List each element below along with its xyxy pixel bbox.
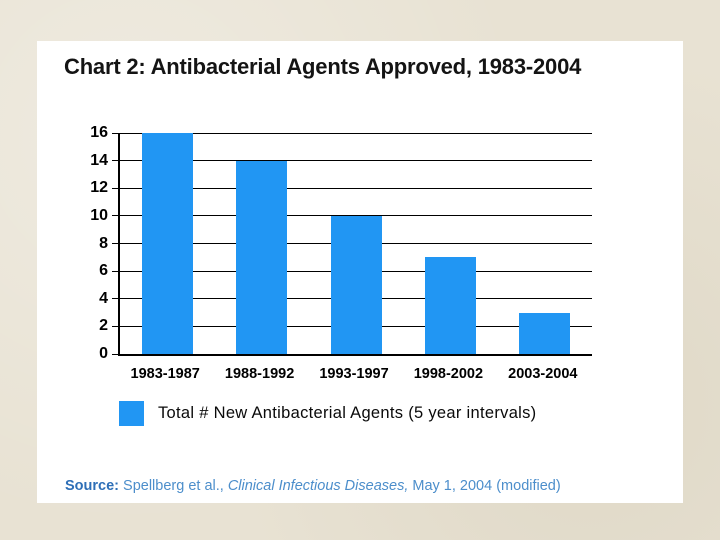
y-axis-tick-4	[112, 298, 118, 300]
y-tick-label-16: 16	[90, 124, 108, 141]
y-axis-tick-8	[112, 243, 118, 244]
bar-1993-1997	[330, 215, 382, 354]
x-tick-label-1993-1997: 1993-1997	[319, 366, 389, 382]
y-axis-tick-10	[112, 215, 118, 217]
y-axis-tick-16	[112, 132, 118, 134]
chart-legend: Total # New Antibacterial Agents (5 year…	[119, 401, 536, 426]
source-authors: Spellberg et al.,	[119, 478, 228, 494]
gridline-16	[120, 132, 592, 134]
y-tick-label-10: 10	[90, 206, 108, 224]
source-date: May 1, 2004 (modified)	[408, 478, 561, 494]
x-tick-label-2003-2004: 2003-2004	[508, 366, 578, 382]
x-tick-label-1988-1992: 1988-1992	[224, 366, 295, 382]
source-prefix: Source:	[65, 478, 119, 494]
bar-1998-2002	[424, 257, 476, 354]
y-tick-label-12: 12	[90, 179, 108, 197]
x-tick-label-1983-1987: 1983-1987	[130, 366, 200, 382]
bar-1983-1987	[141, 133, 193, 354]
y-axis-tick-14	[112, 160, 118, 162]
y-axis-tick-12	[112, 187, 118, 189]
chart-panel: Chart 2: Antibacterial Agents Approved, …	[37, 41, 683, 503]
gridline-12	[120, 187, 592, 189]
legend-swatch	[119, 401, 144, 426]
y-tick-label-4: 4	[99, 289, 108, 307]
bar-1988-1992	[236, 160, 288, 354]
gridline-14	[120, 160, 592, 162]
source-line: Source: Spellberg et al., Clinical Infec…	[65, 478, 561, 494]
y-tick-label-8: 8	[99, 234, 108, 252]
y-axis-tick-6	[112, 270, 118, 272]
legend-label: Total # New Antibacterial Agents (5 year…	[158, 404, 537, 422]
y-tick-label-6: 6	[99, 262, 108, 280]
x-tick-label-1998-2002: 1998-2002	[413, 366, 484, 382]
y-tick-label-0: 0	[99, 345, 108, 362]
bar-2003-2004	[519, 312, 571, 354]
y-tick-label-14: 14	[90, 151, 108, 169]
chart-title: Chart 2: Antibacterial Agents Approved, …	[64, 54, 582, 79]
y-tick-label-2: 2	[99, 317, 108, 335]
y-axis-tick-2	[112, 325, 118, 327]
source-journal: Clinical Infectious Diseases,	[227, 478, 409, 494]
plot-area	[118, 132, 592, 356]
y-axis-tick-0	[112, 353, 118, 355]
